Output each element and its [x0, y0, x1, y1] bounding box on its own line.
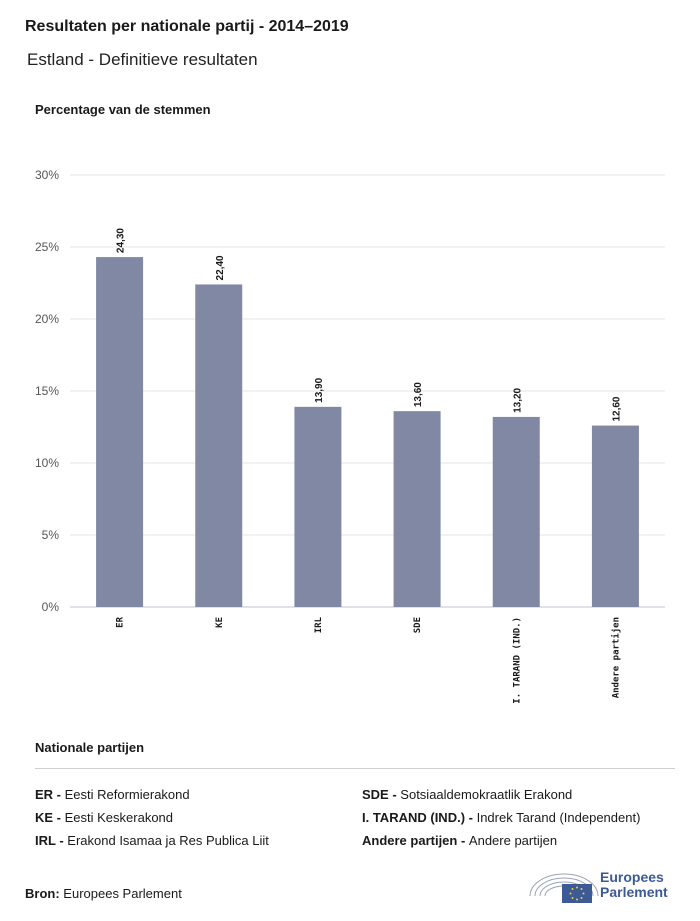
y-tick-label: 5% — [42, 528, 60, 542]
x-tick-label: I. TARAND (IND.) — [512, 617, 522, 704]
legend-item: Andere partijen - Andere partijen — [362, 833, 558, 848]
legend-item: KE - Eesti Keskerakond — [35, 810, 174, 825]
source-value: Europees Parlement — [63, 886, 182, 901]
legend-code: ER — [35, 787, 54, 802]
bar — [195, 284, 243, 607]
source-note: Bron: Europees Parlement — [25, 886, 182, 901]
y-tick-label: 30% — [35, 168, 59, 182]
legend-title: Nationale partijen — [35, 740, 145, 755]
x-tick-label: IRL — [314, 616, 324, 633]
x-tick-label: ER — [116, 616, 126, 627]
bar-value-label: 12,60 — [611, 396, 622, 421]
y-tick-label: 10% — [35, 456, 59, 470]
legend-code: IRL — [35, 833, 56, 848]
legend-name: Eesti Reformierakond — [64, 787, 190, 802]
bar-value-label: 22,40 — [215, 255, 226, 280]
x-tick-label: KE — [215, 617, 225, 628]
chart-subtitle: Estland - Definitieve resultaten — [27, 50, 258, 69]
legend-code: SDE — [362, 787, 389, 802]
legend-code: Andere partijen — [362, 833, 458, 848]
x-tick-label: Andere partijen — [610, 617, 621, 698]
bar-value-label: 13,60 — [413, 382, 424, 407]
logo-line-2: Parlement — [600, 884, 668, 900]
bar-chart: 0% 5% 10% 15% 20% 25% 30% 24,30 ER 22,40 KE 13,90 IR… — [35, 168, 665, 704]
bar — [294, 406, 342, 607]
y-axis-label: Percentage van de stemmen — [35, 102, 211, 117]
legend-item: SDE - Sotsiaaldemokraatlik Erakond — [362, 787, 573, 802]
chart-title: Resultaten per nationale partij - 2014–2… — [25, 18, 349, 35]
source-label: Bron: — [25, 886, 60, 901]
y-tick-label: 15% — [35, 384, 59, 398]
legend-name: Andere partijen — [468, 833, 558, 848]
y-tick-label: 25% — [35, 240, 59, 254]
legend-code: KE — [35, 810, 54, 825]
legend-item: I. TARAND (IND.) - Indrek Tarand (Indepe… — [362, 810, 641, 825]
bar — [591, 425, 639, 607]
bar — [96, 257, 144, 607]
bar-value-label: 13,20 — [512, 387, 523, 412]
bar-value-label: 24,30 — [116, 228, 127, 253]
y-tick-label: 20% — [35, 312, 59, 326]
legend-name: Sotsiaaldemokraatlik Erakond — [400, 787, 573, 802]
legend-item: IRL - Erakond Isamaa ja Res Publica Liit — [35, 833, 269, 848]
bar — [492, 416, 540, 607]
european-parliament-logo — [529, 873, 599, 903]
legend-column-right: SDE - Sotsiaaldemokraatlik Erakond I. TA… — [362, 786, 640, 855]
legend-column-left: ER - Eesti Reformierakond KE - Eesti Kes… — [35, 786, 269, 855]
bar-value-label: 13,90 — [314, 377, 325, 402]
legend-code: I. TARAND (IND.) — [362, 810, 466, 825]
legend-divider — [35, 768, 675, 769]
logo-line-1: Europees — [600, 869, 664, 885]
x-tick-label: SDE — [413, 617, 423, 633]
logo-wordmark: Europees Parlement — [600, 870, 668, 900]
bar — [393, 411, 441, 607]
legend-item: ER - Eesti Reformierakond — [35, 787, 190, 802]
legend-name: Erakond Isamaa ja Res Publica Liit — [67, 833, 269, 848]
legend-name: Indrek Tarand (Independent) — [476, 810, 641, 825]
legend-name: Eesti Keskerakond — [64, 810, 174, 825]
y-tick-label: 0% — [42, 600, 60, 614]
